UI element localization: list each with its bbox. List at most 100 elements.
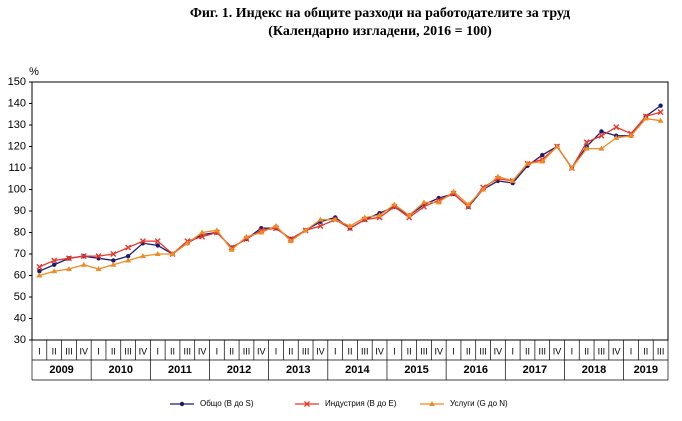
x-tick-label: IV	[494, 346, 503, 356]
point	[111, 258, 116, 263]
x-tick-label: II	[170, 346, 175, 356]
point	[598, 132, 605, 139]
point	[583, 145, 590, 151]
year-label: 2009	[49, 364, 73, 376]
y-tick-label: 100	[8, 183, 26, 195]
x-tick-label: IV	[316, 346, 325, 356]
legend-label: Индустрия (B до E)	[325, 399, 397, 408]
point	[169, 251, 176, 256]
point	[199, 233, 206, 240]
x-tick-label: I	[275, 346, 278, 356]
legend-label: Услуги (G до N)	[450, 399, 508, 408]
x-tick-label: I	[393, 346, 396, 356]
point	[568, 165, 575, 170]
x-tick-label: II	[466, 346, 471, 356]
point	[598, 145, 605, 151]
year-label: 2012	[227, 364, 251, 376]
point	[509, 177, 516, 183]
x-tick-label: III	[361, 346, 369, 356]
x-tick-label: I	[334, 346, 337, 356]
point	[125, 253, 131, 259]
year-label: 2018	[582, 364, 606, 376]
y-tick-label: 70	[14, 248, 26, 260]
y-tick-label: 40	[14, 312, 26, 324]
y-tick-label: 80	[14, 226, 26, 238]
point	[554, 143, 561, 149]
point	[613, 134, 620, 140]
x-tick-label: III	[479, 346, 487, 356]
y-tick-label: 90	[14, 205, 26, 217]
point	[642, 115, 649, 121]
x-tick-label: II	[584, 346, 589, 356]
x-tick-label: IV	[553, 346, 562, 356]
point	[179, 401, 185, 407]
point	[420, 199, 427, 205]
y-tick-label: 150	[8, 76, 26, 88]
point	[494, 173, 501, 179]
point	[51, 257, 58, 264]
x-tick-label: IV	[375, 346, 384, 356]
x-tick-label: III	[657, 346, 665, 356]
x-tick-label: III	[124, 346, 132, 356]
x-tick-label: IV	[612, 346, 621, 356]
point	[80, 261, 87, 267]
x-tick-label: II	[525, 346, 530, 356]
point	[51, 262, 57, 267]
y-tick-label: 120	[8, 140, 26, 152]
y-tick-label: 130	[8, 119, 26, 131]
point	[406, 212, 413, 218]
x-tick-label: I	[38, 346, 41, 356]
point	[273, 223, 280, 229]
point	[628, 132, 635, 138]
point	[391, 201, 398, 207]
point	[65, 255, 72, 262]
chart-subtitle: (Календарно изгладени, 2016 = 100)	[268, 24, 492, 39]
point	[540, 152, 545, 158]
x-tick-label: III	[184, 346, 192, 356]
point	[599, 129, 604, 134]
point	[65, 266, 72, 272]
y-tick-label: 110	[8, 162, 26, 174]
point	[287, 238, 294, 244]
point	[304, 401, 310, 407]
legend-label: Общо (B до S)	[200, 399, 254, 408]
year-label: 2011	[168, 364, 192, 376]
x-tick-label: IV	[257, 346, 266, 356]
x-tick-label: II	[407, 346, 412, 356]
x-tick-label: I	[511, 346, 514, 356]
y-tick-label: 60	[14, 269, 26, 281]
point	[583, 139, 590, 146]
y-tick-label: 140	[8, 97, 26, 109]
x-tick-label: III	[539, 346, 547, 356]
point	[258, 229, 265, 235]
point	[302, 227, 309, 233]
x-tick-label: II	[229, 346, 234, 356]
point	[376, 212, 383, 218]
x-tick-label: III	[243, 346, 251, 356]
point	[317, 216, 324, 222]
point	[125, 257, 132, 263]
x-tick-label: III	[302, 346, 310, 356]
chart-title: Фиг. 1. Индекс на общите разходи на рабо…	[190, 6, 570, 21]
point	[420, 203, 427, 210]
point	[110, 251, 117, 257]
point	[139, 238, 146, 245]
year-label: 2017	[523, 364, 547, 376]
point	[37, 269, 42, 274]
year-label: 2016	[463, 364, 487, 376]
x-tick-label: IV	[198, 346, 207, 356]
point	[465, 201, 472, 207]
point	[80, 253, 87, 260]
x-tick-label: II	[643, 346, 648, 356]
point	[317, 223, 324, 230]
point	[658, 103, 663, 108]
year-label: 2019	[634, 364, 658, 376]
x-tick-label: IV	[434, 346, 443, 356]
x-tick-label: III	[598, 346, 606, 356]
point	[243, 233, 250, 239]
point	[450, 188, 457, 194]
year-label: 2010	[109, 364, 133, 376]
x-tick-label: I	[571, 346, 574, 356]
point	[429, 401, 435, 406]
